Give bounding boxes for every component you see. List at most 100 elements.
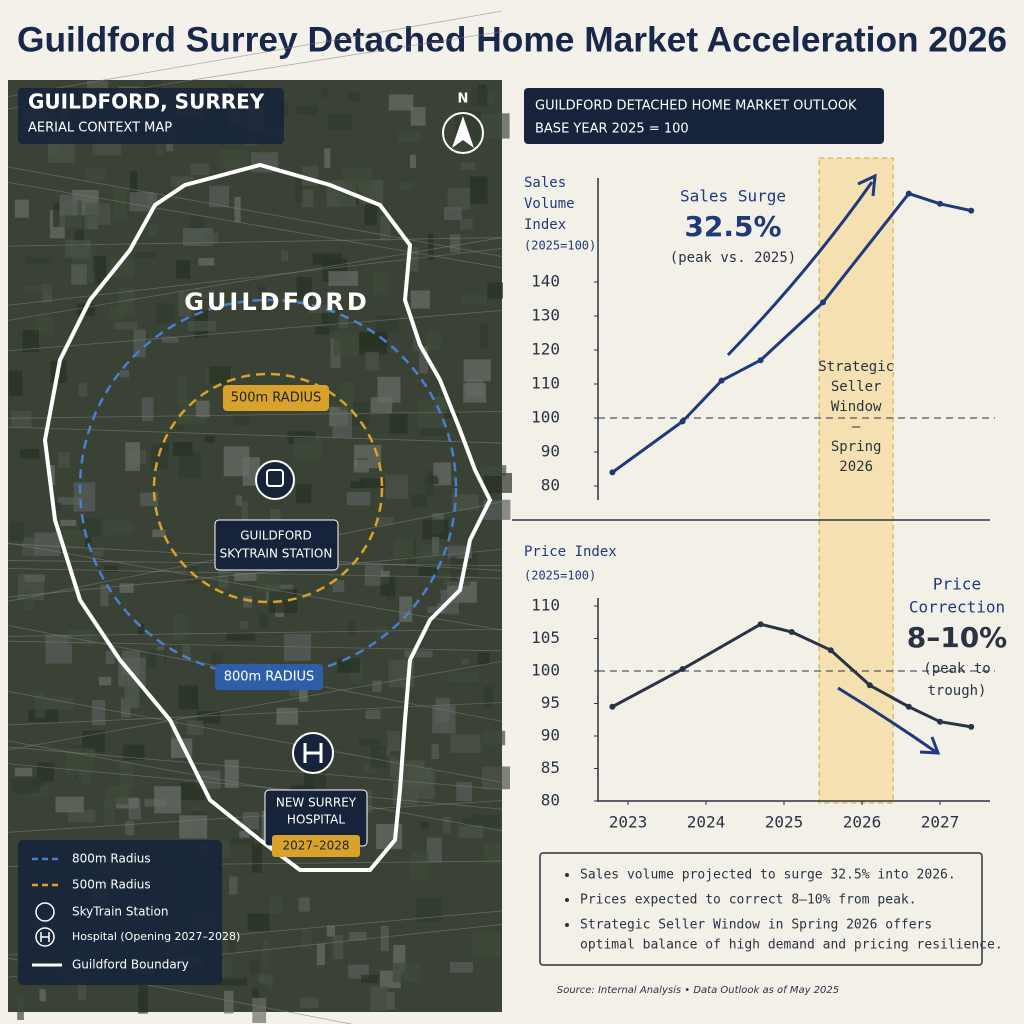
map-block	[24, 574, 46, 582]
map-road	[7, 691, 503, 783]
map-block	[431, 536, 440, 555]
map-block	[234, 196, 241, 223]
map-road	[7, 763, 503, 810]
map-block	[432, 705, 456, 734]
map-block	[178, 291, 192, 317]
point	[609, 469, 616, 476]
map-block	[42, 284, 52, 303]
map-block	[443, 411, 459, 419]
map-block	[265, 975, 274, 989]
map-block	[84, 217, 99, 230]
map-block	[262, 940, 269, 969]
map-block	[419, 346, 428, 374]
map-block	[45, 634, 72, 664]
point	[905, 190, 912, 197]
map-block	[330, 317, 348, 329]
map-block	[187, 720, 204, 735]
hospital-icon	[303, 743, 323, 763]
map-road	[7, 660, 503, 751]
annotation-note: trough)	[927, 683, 986, 699]
station-marker	[255, 460, 295, 500]
map-block	[410, 852, 429, 880]
map-block	[239, 620, 249, 630]
map-block	[221, 959, 232, 976]
map-block	[85, 167, 106, 182]
map-block	[68, 809, 96, 823]
map-road	[7, 310, 503, 352]
map-block	[471, 87, 488, 107]
map-block	[418, 399, 448, 428]
map-block	[171, 720, 178, 748]
map-block	[389, 413, 408, 434]
radius-800-tag	[215, 664, 323, 690]
map-block	[353, 459, 370, 473]
series-line	[611, 192, 972, 474]
point	[937, 718, 943, 725]
map-block	[228, 933, 236, 954]
map-block	[252, 997, 267, 1023]
chart-panel	[512, 80, 1016, 1012]
note: Strategic Seller Window in Spring 2026 o…	[580, 918, 932, 933]
hospital-years-tag	[272, 835, 360, 857]
map-block	[418, 565, 438, 577]
map-road	[7, 800, 503, 833]
map-block	[100, 584, 109, 607]
map-block	[388, 94, 414, 111]
map-block	[360, 974, 379, 983]
map-block	[256, 570, 281, 592]
map-block	[296, 105, 317, 115]
map-block	[487, 93, 494, 105]
point	[937, 200, 943, 207]
map-block	[483, 472, 513, 493]
map-block	[377, 376, 401, 403]
map-block	[359, 478, 385, 489]
map-block	[456, 782, 473, 802]
map-block	[380, 216, 391, 241]
map-block	[156, 303, 175, 323]
map-block	[332, 580, 345, 593]
map-block	[172, 441, 193, 456]
point	[968, 207, 975, 214]
y-axis-label: Price Index	[524, 544, 617, 560]
map-block	[356, 331, 386, 350]
map-block	[365, 709, 381, 720]
seller-window	[818, 157, 894, 804]
map-block	[385, 474, 409, 499]
map-block	[147, 649, 167, 668]
map-block	[450, 733, 481, 753]
map-title-box	[18, 88, 284, 144]
point	[718, 377, 725, 384]
y-tick-label: 110	[531, 596, 560, 615]
map-block	[385, 991, 395, 1010]
map-block	[425, 332, 442, 351]
map-block	[65, 239, 91, 258]
map-block	[134, 252, 156, 259]
map-block	[450, 556, 457, 582]
radius-500-tag	[223, 385, 329, 411]
map-block	[119, 583, 134, 593]
map-block	[332, 411, 353, 438]
map-block	[150, 444, 169, 470]
map-road	[7, 740, 503, 832]
point	[757, 621, 764, 628]
annotation-note: (peak vs. 2025)	[670, 250, 796, 266]
map-block	[348, 931, 367, 941]
boundary	[42, 162, 493, 872]
map-block	[487, 282, 504, 299]
map-road	[7, 10, 503, 97]
map-block	[234, 572, 257, 582]
map-block	[91, 549, 104, 557]
map-block	[293, 437, 322, 461]
map-block	[59, 194, 78, 216]
map-block	[23, 285, 51, 292]
x-tick-label: 2027	[921, 813, 960, 832]
map-block	[51, 502, 62, 511]
y-tick-label: 130	[531, 306, 560, 325]
map-block	[387, 731, 400, 752]
map-block	[15, 199, 29, 218]
map-block	[138, 623, 145, 636]
train-icon	[266, 469, 284, 487]
map-block	[483, 686, 494, 709]
map-block	[209, 185, 230, 208]
